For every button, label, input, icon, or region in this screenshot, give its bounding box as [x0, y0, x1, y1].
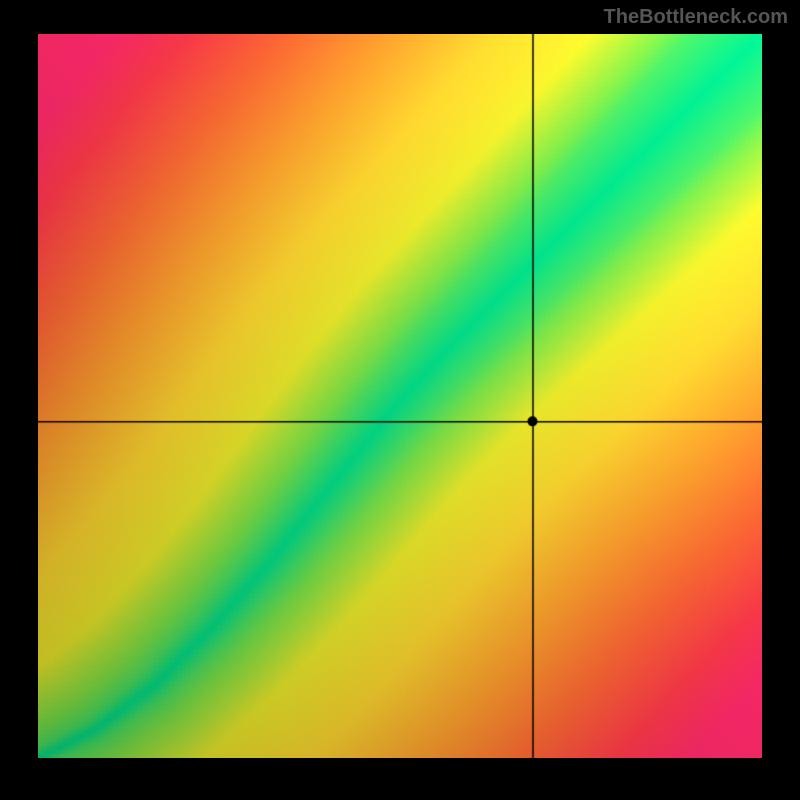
watermark-text: TheBottleneck.com — [604, 6, 788, 29]
heatmap-chart — [38, 34, 762, 758]
chart-container: TheBottleneck.com — [0, 0, 800, 800]
heatmap-canvas — [38, 34, 762, 758]
